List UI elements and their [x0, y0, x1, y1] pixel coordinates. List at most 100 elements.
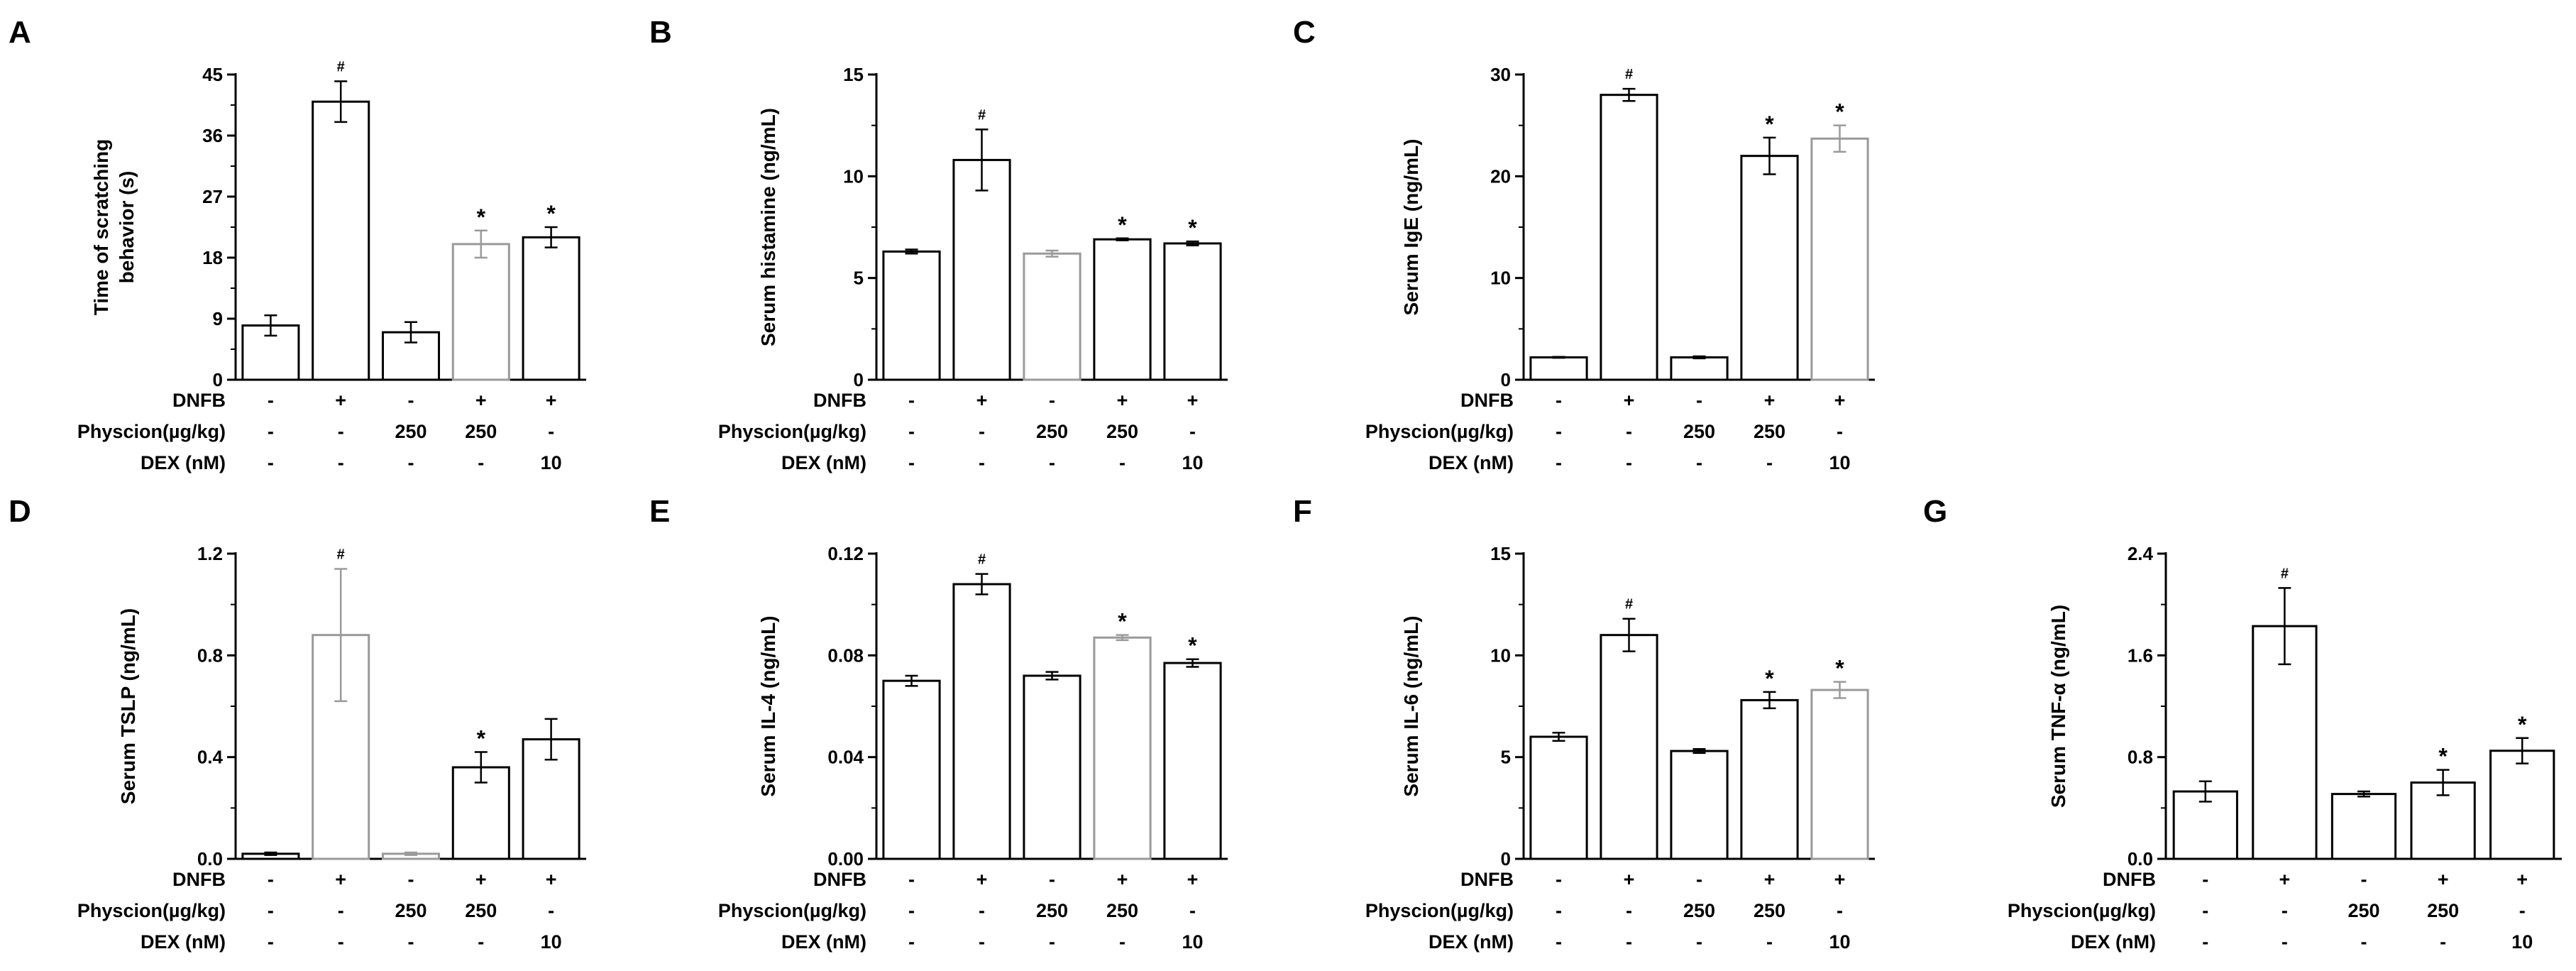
condition-value: -	[478, 931, 484, 953]
condition-value: +	[335, 390, 346, 411]
y-tick-label: 30	[1490, 64, 1511, 85]
condition-row-label: DNFB	[172, 390, 226, 411]
y-axis-label: Serum IL-4 (ng/mL)	[757, 615, 779, 796]
condition-value: -	[2361, 869, 2367, 890]
condition-value: -	[1049, 390, 1055, 411]
significance-hash: #	[978, 107, 986, 123]
condition-value: 10	[1829, 452, 1850, 473]
condition-value: -	[408, 390, 414, 411]
significance-star: *	[1118, 609, 1127, 635]
condition-row-label: DNFB	[1460, 390, 1514, 411]
condition-row-label: DEX (nM)	[1429, 452, 1514, 473]
condition-value: -	[1556, 390, 1562, 411]
condition-row-label: DNFB	[813, 390, 866, 411]
condition-value: -	[338, 900, 344, 921]
condition-value: -	[1766, 452, 1773, 473]
condition-value: -	[2440, 931, 2446, 953]
condition-value: -	[1837, 900, 1843, 921]
y-tick-label: 10	[1490, 644, 1511, 666]
condition-value: 250	[1754, 421, 1785, 442]
condition-value: -	[1556, 421, 1562, 442]
bar	[1600, 94, 1658, 381]
condition-value: -	[1696, 390, 1702, 411]
y-tick-label: 5	[1501, 747, 1511, 768]
condition-value: 250	[1683, 421, 1715, 442]
y-tick-label: 27	[202, 186, 223, 207]
significance-hash: #	[337, 60, 345, 75]
condition-value: -	[548, 421, 554, 442]
condition-value: 10	[1182, 931, 1203, 953]
bar	[451, 243, 510, 381]
condition-row-label: DEX (nM)	[1429, 931, 1514, 953]
y-axis-label: behavior (s)	[116, 171, 138, 284]
condition-value: -	[2202, 931, 2208, 953]
bar	[882, 679, 941, 860]
y-tick-label: 0.8	[2128, 747, 2153, 768]
condition-value: +	[976, 869, 988, 890]
significance-star: *	[1835, 99, 1844, 125]
y-tick-label: 0.04	[827, 747, 864, 768]
condition-value: -	[1626, 421, 1632, 442]
significance-star: *	[1188, 215, 1197, 241]
y-tick-label: 45	[202, 64, 223, 85]
condition-value: 250	[1683, 900, 1715, 921]
condition-value: -	[979, 452, 985, 473]
condition-value: -	[1626, 900, 1632, 921]
condition-row-label: Physcion(µg/kg)	[2008, 900, 2156, 921]
condition-value: -	[268, 390, 274, 411]
condition-value: +	[1764, 869, 1776, 890]
significance-star: *	[1118, 212, 1127, 238]
condition-value: 250	[1106, 421, 1138, 442]
condition-value: -	[2361, 931, 2367, 953]
condition-value: -	[1189, 421, 1196, 442]
condition-value: -	[908, 421, 915, 442]
y-axis-label: Time of scratching	[90, 139, 112, 315]
y-tick-label: 2.4	[2128, 543, 2154, 564]
panel-b: B Serum histamine (ng/mL) 0 5 10 15 # * * DNFB - + -…	[649, 15, 1228, 473]
condition-value: +	[1834, 390, 1846, 411]
condition-value: -	[1119, 931, 1125, 953]
bar	[1163, 662, 1222, 860]
condition-value: -	[1049, 869, 1055, 890]
condition-row-label: DEX (nM)	[141, 452, 226, 473]
condition-row-label: DEX (nM)	[781, 931, 866, 953]
y-tick-label: 0	[213, 369, 223, 390]
condition-value: +	[1187, 390, 1199, 411]
bar	[1023, 674, 1081, 860]
condition-value: 250	[395, 421, 426, 442]
y-tick-label: 0	[1501, 848, 1511, 869]
y-axis-label: Serum IgE (ng/mL)	[1400, 139, 1422, 316]
bar	[952, 158, 1011, 381]
condition-value: 10	[1182, 452, 1203, 473]
condition-value: -	[1556, 869, 1562, 890]
panel-letter: B	[649, 15, 672, 50]
y-tick-label: 15	[843, 64, 864, 85]
condition-value: -	[1556, 452, 1562, 473]
condition-value: -	[2281, 900, 2288, 921]
y-tick-label: 0.00	[827, 848, 864, 869]
bar	[1810, 689, 1869, 860]
panel-f: F Serum IL-6 (ng/mL) 0 5 10 15 # * * DNFB - + - + + Phy…	[1293, 494, 1875, 953]
bar	[241, 324, 300, 381]
y-tick-label: 9	[213, 308, 223, 329]
bar	[1093, 636, 1152, 860]
condition-value: -	[979, 421, 985, 442]
bar	[1670, 356, 1729, 381]
significance-star: *	[1835, 656, 1844, 681]
condition-value: -	[979, 900, 985, 921]
condition-value: -	[338, 452, 344, 473]
condition-value: +	[335, 869, 346, 890]
condition-value: -	[908, 452, 915, 473]
y-axis-label: Serum histamine (ng/mL)	[757, 108, 779, 346]
bar	[522, 236, 580, 381]
condition-row-label: DEX (nM)	[2071, 931, 2156, 953]
condition-value: -	[1626, 931, 1632, 953]
condition-value: -	[338, 421, 344, 442]
condition-value: 10	[1829, 931, 1850, 953]
condition-value: -	[1556, 900, 1562, 921]
condition-value: -	[908, 390, 915, 411]
bar	[1023, 252, 1081, 381]
significance-star: *	[546, 201, 556, 226]
condition-row-label: DNFB	[1460, 869, 1514, 890]
